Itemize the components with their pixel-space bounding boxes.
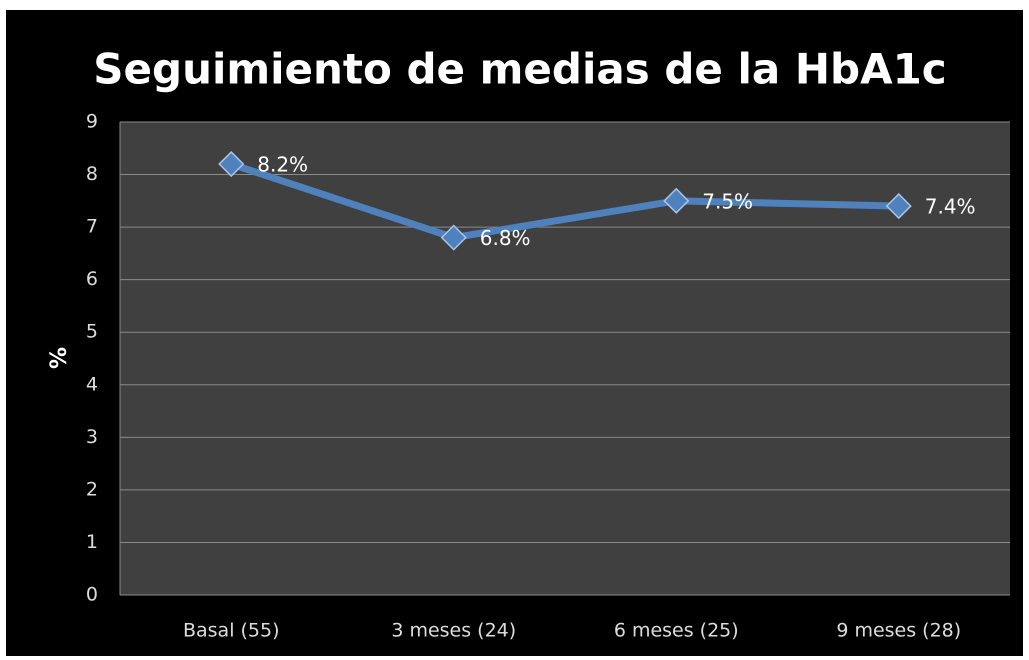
- y-tick-label: 7: [86, 216, 98, 238]
- y-tick-label: 5: [86, 321, 98, 343]
- x-tick-label: 3 meses (24): [391, 620, 516, 642]
- y-tick-label: 1: [86, 531, 98, 553]
- data-marker: [885, 193, 912, 220]
- data-marker: [218, 150, 245, 178]
- plot-area: [120, 122, 1010, 595]
- data-marker: [440, 224, 467, 251]
- y-tick-label: 6: [86, 268, 98, 290]
- data-label: 6.8%: [480, 226, 531, 250]
- chart-title: Seguimiento de medias de la HbA1c: [93, 45, 946, 94]
- y-tick-label: 9: [86, 111, 98, 133]
- data-label: 7.5%: [702, 189, 753, 213]
- y-tick-label: 2: [86, 478, 98, 500]
- y-tick-label: 3: [86, 426, 98, 448]
- x-tick-label: 9 meses (28): [836, 620, 961, 642]
- y-axis-label: %: [47, 347, 72, 369]
- data-line: [230, 160, 899, 242]
- x-tick-label: 6 meses (25): [614, 620, 739, 642]
- y-tick-label: 8: [86, 163, 98, 185]
- data-label: 8.2%: [257, 153, 308, 177]
- data-label: 7.4%: [925, 195, 976, 219]
- y-tick-label: 0: [86, 584, 98, 606]
- y-tick-label: 4: [86, 373, 98, 395]
- x-tick-label: Basal (55): [183, 620, 280, 642]
- data-marker: [663, 187, 690, 214]
